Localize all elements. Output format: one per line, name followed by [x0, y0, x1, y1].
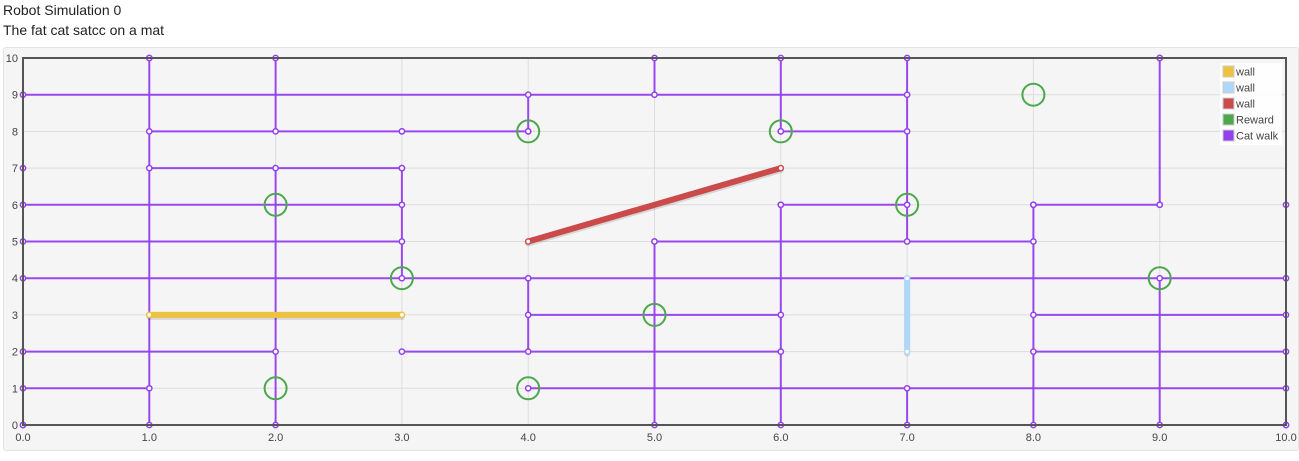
y-tick-label: 2	[12, 347, 18, 359]
cat-walk-point	[524, 274, 532, 282]
cat-walk-point	[903, 128, 911, 135]
cat-walk-point	[524, 128, 532, 135]
cat-walk-point	[272, 164, 279, 172]
cat-walk-point	[903, 384, 911, 392]
cat-walk-point	[398, 128, 406, 135]
x-tick-label: 4.0	[521, 432, 536, 444]
x-tick-label: 2.0	[268, 432, 283, 444]
wall-point	[903, 348, 911, 355]
x-tick-label: 6.0	[773, 432, 788, 444]
cat-walk-point	[1156, 274, 1164, 282]
y-tick-label: 8	[12, 126, 18, 138]
cat-walk-point	[903, 238, 911, 245]
reward-marker	[768, 119, 793, 144]
legend-label: Reward	[1236, 115, 1274, 127]
reward-marker	[516, 376, 541, 401]
reward-marker	[263, 376, 288, 401]
chart-panel	[3, 47, 1299, 451]
legend-label: Cat walk	[1236, 131, 1279, 143]
x-tick-label: 10.0	[1275, 432, 1296, 444]
legend-label: wall	[1235, 67, 1255, 79]
legend-label: wall	[1235, 83, 1255, 95]
reward-marker	[263, 192, 288, 217]
cat-walk-point	[145, 128, 153, 135]
cat-walk-point	[398, 201, 406, 209]
legend-swatch	[1222, 129, 1235, 142]
legend-swatch	[1222, 81, 1235, 94]
cat-walk-point	[398, 348, 406, 355]
y-tick-label: 6	[12, 200, 18, 212]
x-tick-label: 5.0	[647, 432, 662, 444]
reward-marker	[1147, 266, 1172, 291]
cat-walk-point	[272, 348, 279, 355]
x-tick-label: 3.0	[394, 432, 409, 444]
cat-walk-point	[903, 91, 911, 99]
legend-swatch	[1222, 65, 1235, 78]
cat-walk-point	[777, 311, 785, 319]
cat-walk-point	[777, 348, 785, 355]
reward-marker	[516, 119, 541, 144]
page-subtitle: The fat cat satcc on a mat	[3, 22, 165, 38]
x-tick-label: 9.0	[1152, 432, 1167, 444]
axis-ticks: 0.0 1.0 2.0 3.0 4.0 5.0 6.0 7.0 8.0 9.0 10.0 0 1 2 3 4 5…	[6, 53, 1297, 444]
cat-walk-point	[524, 384, 532, 392]
y-tick-label: 3	[12, 310, 18, 322]
y-tick-label: 10	[6, 53, 18, 65]
x-tick-label: 8.0	[1026, 432, 1041, 444]
x-tick-label: 7.0	[899, 432, 914, 444]
cat-walk-point	[524, 91, 532, 99]
y-tick-label: 7	[12, 163, 18, 175]
legend: wall wall wall Reward Cat walk	[1220, 63, 1282, 145]
y-tick-label: 9	[12, 90, 18, 102]
cat-walk-point	[777, 201, 785, 209]
x-tick-label: 1.0	[142, 432, 157, 444]
reward-marker	[895, 192, 920, 217]
y-tick-label: 4	[12, 273, 18, 285]
cat-walk-point	[398, 164, 406, 172]
cat-walk-point	[398, 238, 406, 245]
cat-walk-point	[1030, 201, 1037, 209]
cat-walk-point	[398, 274, 406, 282]
page-title: Robot Simulation 0	[3, 2, 122, 18]
x-tick-label: 0.0	[15, 432, 30, 444]
cat-walk-point	[651, 238, 658, 245]
wall-point	[524, 238, 532, 245]
cat-walk-point	[272, 128, 279, 135]
y-tick-label: 0	[12, 420, 18, 432]
plot-border	[22, 57, 1287, 426]
y-tick-label: 1	[12, 383, 18, 395]
legend-swatch	[1222, 113, 1235, 126]
reward-marker	[1021, 82, 1046, 107]
y-tick-label: 5	[12, 237, 18, 249]
reward-marker	[389, 266, 414, 291]
legend-swatch	[1222, 97, 1235, 110]
reward-marker	[642, 302, 667, 327]
cat-walk-point	[1156, 201, 1164, 209]
cat-walk-point	[145, 164, 153, 172]
cat-walk-point	[777, 128, 785, 135]
cat-walk-point	[1030, 238, 1037, 245]
cat-walk-point	[651, 91, 658, 99]
cat-walk-point	[1030, 348, 1037, 355]
wall-point	[145, 311, 153, 319]
cat-walk-point	[524, 311, 532, 319]
cat-walk-point	[903, 201, 911, 209]
wall-point	[903, 274, 911, 282]
cat-walk-point	[524, 348, 532, 355]
cat-walk-point	[145, 384, 153, 392]
cat-walk-point	[1030, 311, 1037, 319]
wall-segment	[527, 165, 782, 245]
wall-point	[777, 164, 785, 172]
legend-label: wall	[1235, 99, 1255, 111]
wall-point	[398, 311, 406, 319]
